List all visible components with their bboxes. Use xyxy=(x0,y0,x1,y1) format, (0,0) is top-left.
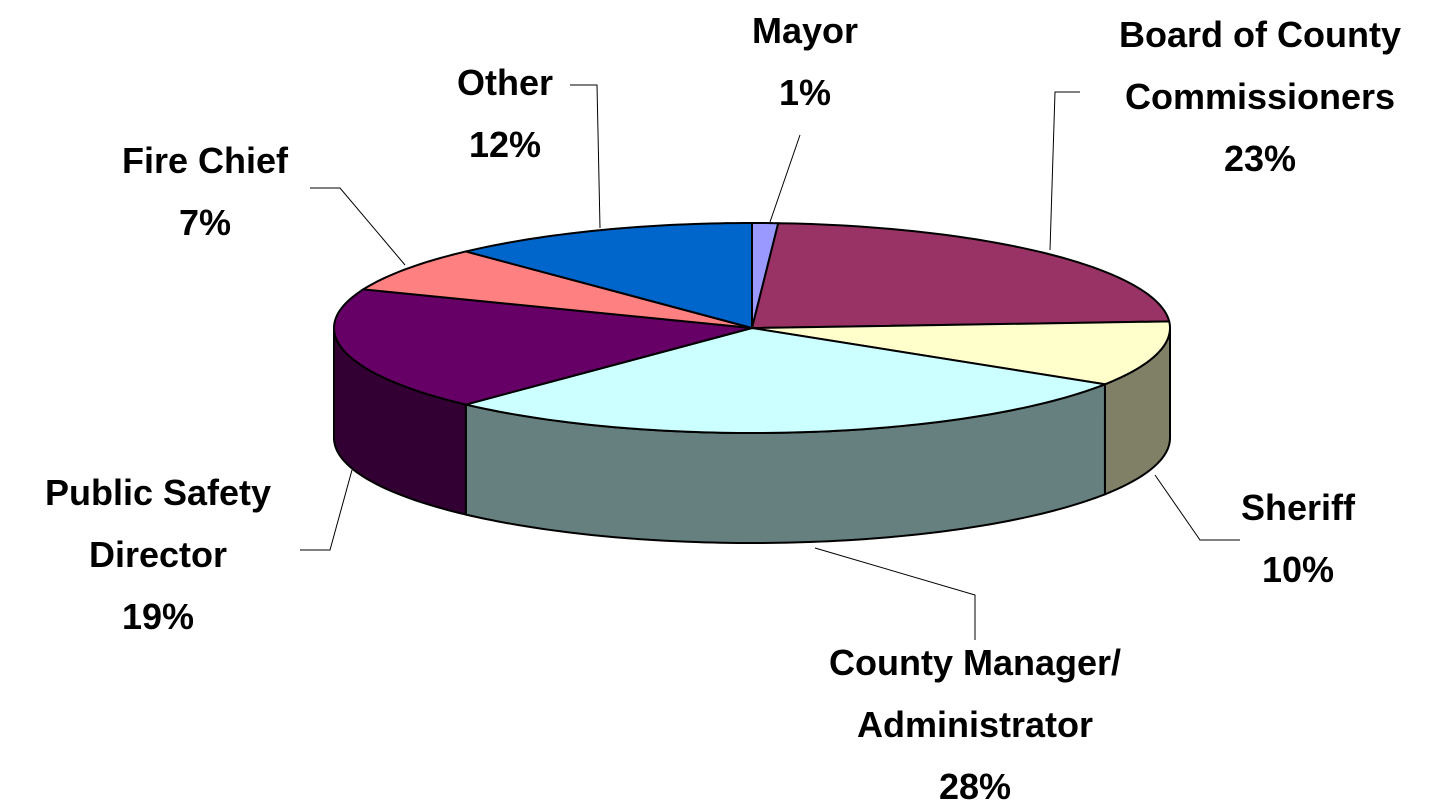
slice-name: Fire Chief xyxy=(121,140,289,181)
slice-label: County Manager/ Administrator 28% xyxy=(765,632,1185,801)
slice-value: 1% xyxy=(778,72,832,113)
leader-line xyxy=(1154,474,1240,541)
slice-label: Fire Chief 7% xyxy=(75,130,335,254)
leader-line xyxy=(570,84,601,229)
slice-value: 19% xyxy=(121,596,195,637)
slice-value: 12% xyxy=(468,124,542,165)
slice-name: County Manager/ Administrator xyxy=(828,642,1122,745)
slice-value: 28% xyxy=(938,766,1012,801)
pie-slice xyxy=(750,222,1171,330)
slice-name: Board of County Commissioners xyxy=(1119,14,1401,117)
slice-label: Public Safety Director 19% xyxy=(0,462,318,648)
slice-label: Board of County Commissioners 23% xyxy=(1080,4,1440,190)
slice-value: 10% xyxy=(1261,549,1335,590)
pie-slice xyxy=(465,221,753,330)
leader-line xyxy=(769,134,801,223)
leader-line xyxy=(310,187,406,266)
pie-slice xyxy=(751,320,1172,386)
slice-value: 7% xyxy=(178,202,232,243)
leader-line xyxy=(814,547,976,640)
slice-value: 23% xyxy=(1223,138,1297,179)
slice-label: Sheriff 10% xyxy=(1198,477,1398,601)
slice-label: Other 12% xyxy=(405,52,605,176)
leader-line xyxy=(300,469,353,551)
leader-line xyxy=(1049,91,1080,251)
slice-name: Mayor xyxy=(751,10,859,51)
slice-name: Sheriff xyxy=(1240,487,1355,528)
pie-slice xyxy=(465,326,1109,434)
slice-name: Public Safety Director xyxy=(44,472,272,575)
slice-name: Other xyxy=(456,62,553,103)
pie-slice xyxy=(360,250,753,329)
slice-label: Mayor 1% xyxy=(705,0,905,124)
